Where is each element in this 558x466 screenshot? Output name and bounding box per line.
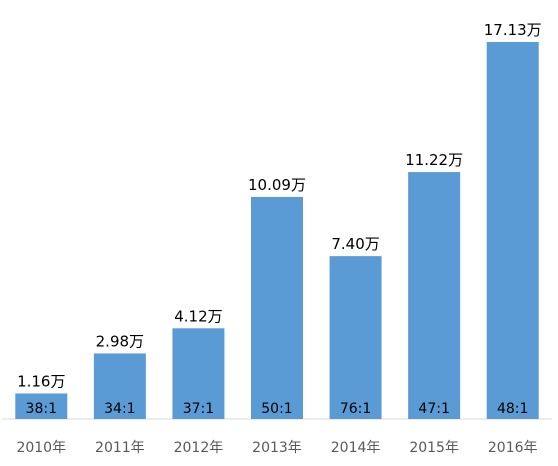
ratio-label: 34:1 <box>104 401 135 417</box>
ratio-label: 50:1 <box>261 401 292 417</box>
x-tick-label: 2015年 <box>409 440 459 456</box>
x-tick-label: 2010年 <box>16 440 66 456</box>
x-tick-label: 2012年 <box>174 440 224 456</box>
ratio-label: 38:1 <box>26 401 57 417</box>
bar-2016年 <box>486 42 539 419</box>
value-label: 7.40万 <box>331 235 379 253</box>
value-label: 11.22万 <box>405 151 463 169</box>
value-label: 2.98万 <box>96 332 144 350</box>
labels-group: 1.16万 38:1 2010年 2.98万 34:1 2011年 4.12万 37:1 201… <box>16 21 541 456</box>
ratio-label: 76:1 <box>340 401 371 417</box>
ratio-label: 47:1 <box>418 401 449 417</box>
bar-2013年 <box>251 196 303 419</box>
x-tick-label: 2011年 <box>95 440 145 456</box>
bar-2011年 <box>93 353 146 419</box>
bar-2014年 <box>329 256 382 419</box>
bar-2015年 <box>408 172 461 419</box>
value-label: 4.12万 <box>174 307 222 325</box>
ratio-label: 48:1 <box>497 401 528 417</box>
value-label: 10.09万 <box>248 176 306 194</box>
x-tick-label: 2014年 <box>331 440 381 456</box>
value-label: 1.16万 <box>17 372 65 390</box>
value-label: 17.13万 <box>484 21 542 39</box>
bar-2012年 <box>172 328 225 419</box>
bar-2010年 <box>15 393 68 419</box>
x-tick-label: 2016年 <box>488 440 538 456</box>
x-tick-label: 2013年 <box>252 440 302 456</box>
bars-group <box>15 42 539 419</box>
ratio-label: 37:1 <box>183 401 214 417</box>
